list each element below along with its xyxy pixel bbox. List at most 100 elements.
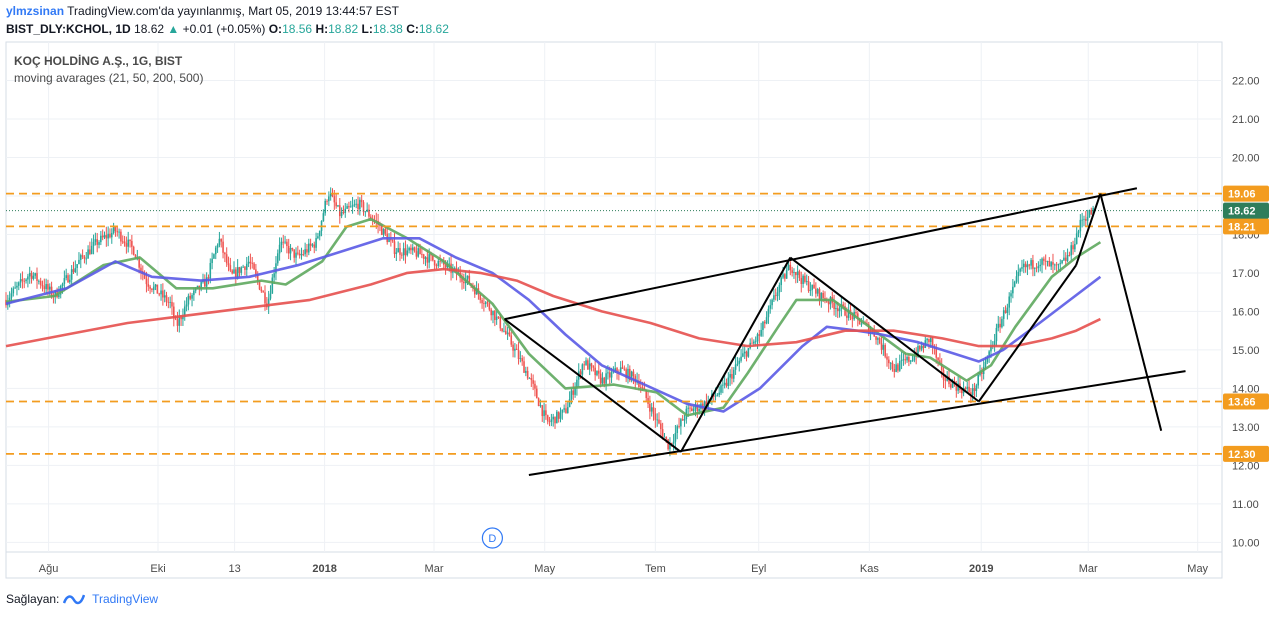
candle	[559, 412, 562, 419]
candle	[165, 295, 168, 302]
candle	[782, 274, 784, 278]
candle	[754, 341, 757, 343]
candle	[541, 405, 544, 417]
trend-line[interactable]	[680, 257, 792, 453]
candle	[205, 277, 208, 287]
x-tick-label: Kas	[860, 563, 879, 575]
candle	[1037, 266, 1040, 269]
candle	[906, 356, 908, 361]
dividend-marker[interactable]	[481, 527, 503, 549]
candle	[995, 327, 998, 342]
candle	[235, 269, 237, 278]
candle	[530, 378, 533, 381]
candle	[738, 360, 741, 364]
indicator-legend[interactable]: moving avarages (21, 50, 200, 500)	[14, 71, 204, 85]
candle	[882, 344, 885, 350]
candle	[247, 261, 250, 264]
candle	[89, 249, 91, 255]
candle	[574, 387, 576, 395]
candle	[348, 206, 350, 208]
candle	[76, 264, 78, 268]
candle	[687, 407, 689, 409]
candle	[140, 267, 142, 272]
trend-line[interactable]	[503, 318, 682, 453]
candle	[1041, 258, 1043, 265]
candle	[836, 308, 839, 312]
candle	[100, 235, 102, 243]
candle	[473, 288, 476, 295]
candle	[784, 274, 786, 279]
candle	[340, 212, 343, 217]
candle	[654, 413, 657, 420]
candle	[1057, 263, 1060, 265]
candle	[1004, 310, 1007, 313]
candle	[1077, 231, 1080, 234]
candle	[1035, 267, 1038, 269]
candle	[785, 270, 788, 279]
candle	[725, 382, 728, 386]
candle	[264, 292, 266, 304]
up-arrow-icon: ▲	[167, 22, 180, 36]
candle	[692, 408, 695, 412]
candle	[937, 357, 939, 361]
candle	[116, 231, 119, 233]
candle	[714, 395, 717, 397]
candle	[621, 367, 624, 369]
candle	[1086, 216, 1089, 221]
candle	[762, 321, 764, 330]
trend-line[interactable]	[789, 256, 980, 403]
candle	[539, 405, 542, 407]
candle	[911, 360, 914, 362]
candle	[638, 380, 640, 388]
candle	[28, 272, 31, 277]
y-tick-label: 22.00	[1232, 75, 1260, 87]
candle	[515, 348, 518, 350]
candle	[129, 239, 131, 242]
author-name[interactable]: ylmzsinan	[6, 4, 65, 18]
candle	[1010, 293, 1012, 297]
candle	[789, 264, 792, 271]
candle	[432, 255, 434, 261]
candle	[262, 291, 264, 293]
candle	[981, 371, 983, 375]
candle	[87, 249, 89, 259]
candle	[222, 241, 224, 253]
ma-line-200	[5, 267, 1101, 348]
candle	[929, 338, 932, 343]
candle	[295, 252, 297, 258]
candle	[448, 263, 451, 265]
candle	[293, 249, 295, 258]
trend-line[interactable]	[504, 187, 1138, 321]
candle	[180, 317, 182, 320]
footer-brand[interactable]: TradingView	[92, 592, 159, 606]
trend-line[interactable]	[1099, 193, 1163, 432]
candle	[796, 271, 799, 276]
tradingview-logo-icon	[62, 594, 85, 605]
candle	[816, 289, 819, 294]
candle	[526, 370, 529, 379]
candle	[889, 362, 892, 364]
candle	[632, 371, 635, 377]
candle	[1033, 267, 1036, 269]
candle	[1054, 264, 1056, 266]
candle	[278, 244, 281, 254]
candle	[798, 271, 801, 278]
candle	[999, 323, 1001, 328]
candle	[468, 275, 471, 284]
candle	[587, 360, 589, 370]
candle	[736, 363, 739, 365]
candle	[229, 265, 232, 271]
trend-line[interactable]	[977, 264, 1077, 403]
candle	[207, 277, 210, 279]
trend-line[interactable]	[528, 370, 1186, 477]
candle	[1081, 219, 1083, 221]
trend-line[interactable]	[1075, 193, 1102, 266]
candle	[419, 248, 421, 255]
candle	[357, 203, 359, 210]
level-tag	[1223, 218, 1269, 235]
candle	[125, 243, 128, 247]
candle	[1064, 257, 1067, 261]
y-tick-label: 20.00	[1232, 152, 1260, 164]
candle	[72, 269, 75, 273]
